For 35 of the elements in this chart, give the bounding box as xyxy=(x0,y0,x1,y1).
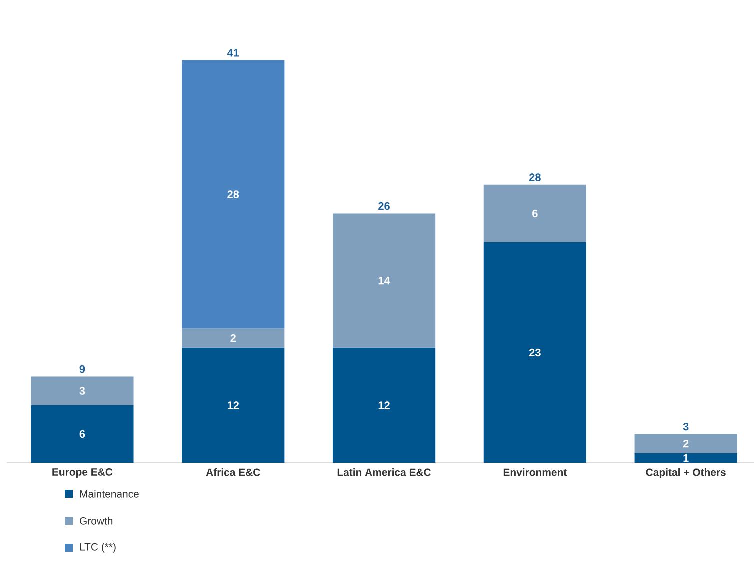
x-tick-label: Africa E&C xyxy=(206,468,260,476)
data-label: 6 xyxy=(532,210,538,218)
total-label: 28 xyxy=(529,174,541,182)
x-tick-label: Latin America E&C xyxy=(338,468,432,476)
legend-label: Growth xyxy=(80,517,113,525)
legend-label: Maintenance xyxy=(80,490,139,498)
bar xyxy=(31,376,134,406)
bar xyxy=(484,184,586,242)
bar xyxy=(182,60,285,329)
x-tick-label: Environment xyxy=(504,468,568,476)
data-label: 28 xyxy=(228,190,240,198)
x-tick-label: Europe E&C xyxy=(52,468,113,478)
legend-label: LTC (**) xyxy=(80,543,116,553)
total-label: 41 xyxy=(227,49,240,57)
data-label: 6 xyxy=(80,430,86,438)
bar xyxy=(31,405,134,463)
data-label: 12 xyxy=(228,402,240,410)
data-label: 2 xyxy=(683,440,689,448)
data-label: 23 xyxy=(529,348,541,357)
data-label: 12 xyxy=(378,402,390,410)
bar xyxy=(182,348,285,463)
bar xyxy=(484,242,586,463)
total-label: 3 xyxy=(683,422,689,431)
bar xyxy=(634,434,738,454)
total-label: 26 xyxy=(378,202,390,210)
data-label: 1 xyxy=(684,454,689,462)
data-label: 14 xyxy=(378,277,390,285)
data-label: 3 xyxy=(80,387,86,395)
bar xyxy=(332,214,436,348)
bar xyxy=(332,348,436,463)
bar xyxy=(634,453,738,463)
bar xyxy=(182,328,285,348)
data-label: 2 xyxy=(230,334,236,342)
total-label: 9 xyxy=(80,365,86,374)
x-tick-label: Capital + Others xyxy=(646,468,726,478)
